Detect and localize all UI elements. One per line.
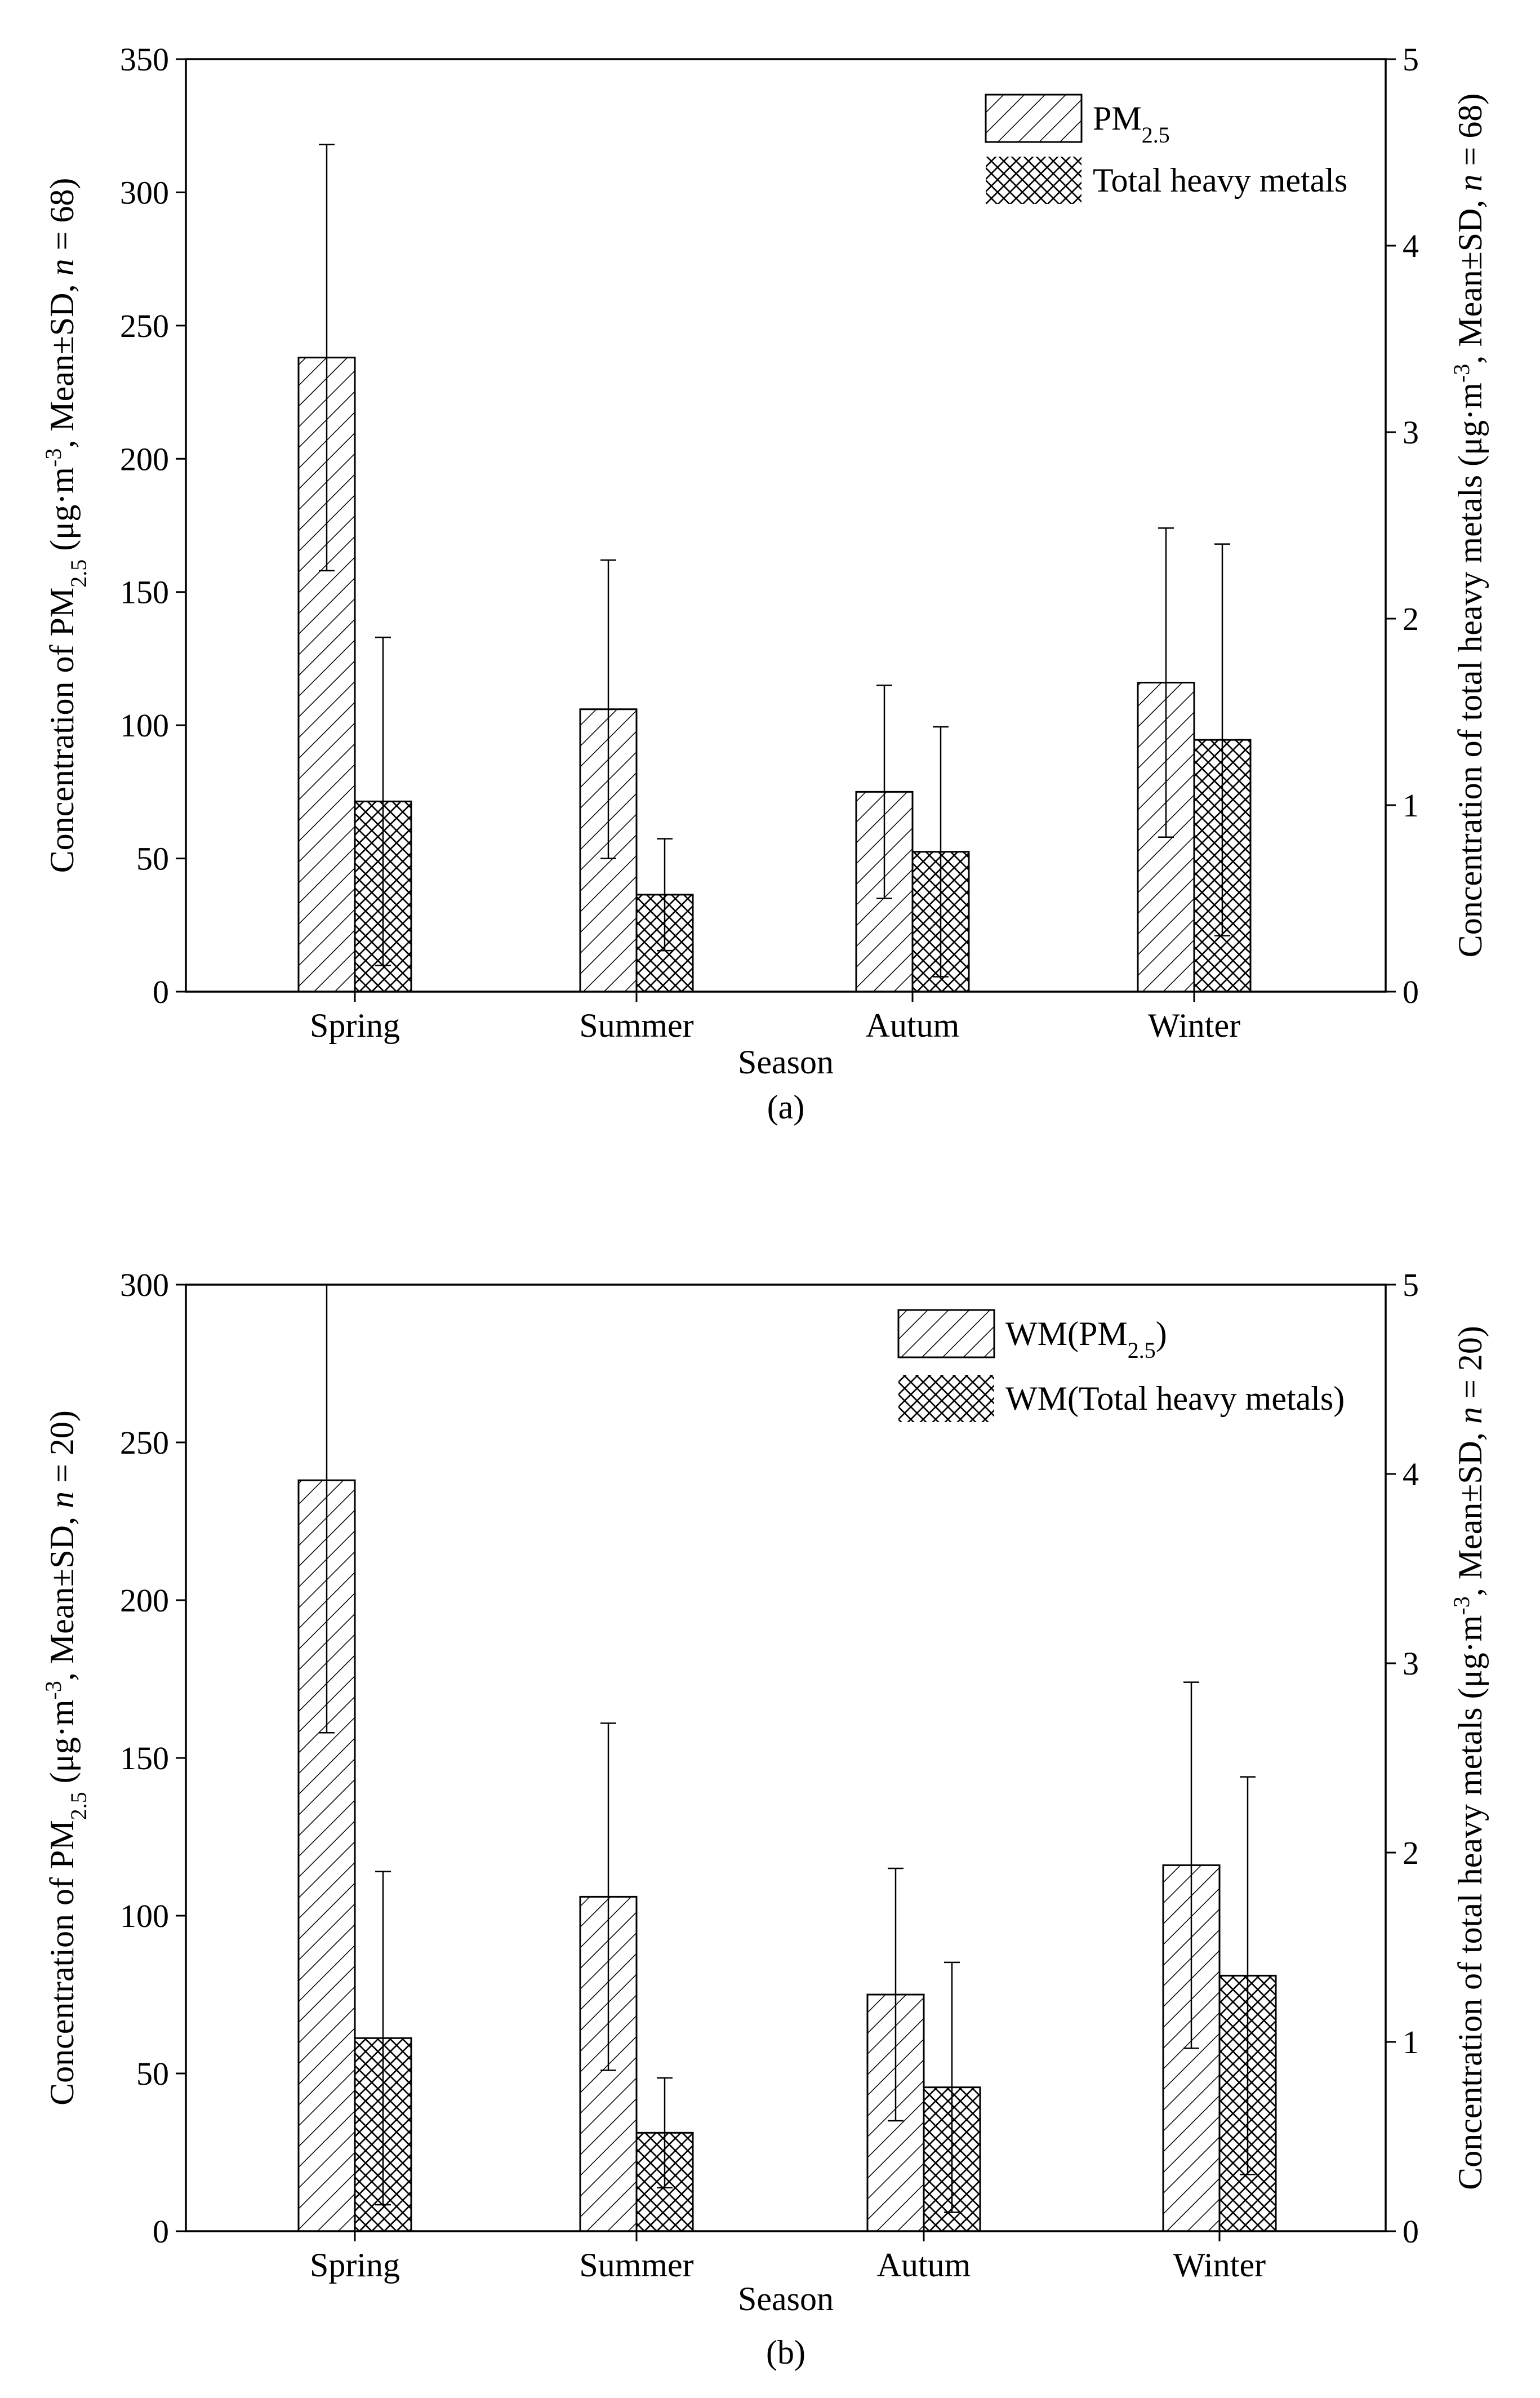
legend-swatch [897, 1309, 995, 1358]
axis-title-text: Concentration of PM [43, 588, 81, 873]
axis-title-n: n [1452, 1407, 1489, 1424]
left-tick-label: 250 [120, 308, 169, 344]
panel-label: (b) [766, 2334, 805, 2371]
legend-label: PM2.5 [1093, 100, 1170, 148]
left-tick-label: 100 [120, 1898, 169, 1934]
axis-title-text: = 68) [1452, 94, 1489, 175]
left-tick-label: 200 [120, 441, 169, 477]
legend-text: ) [1156, 1315, 1167, 1352]
legend-label: Total heavy metals [1093, 162, 1347, 199]
left-tick-label: 100 [120, 707, 169, 744]
axis-title-text: Concentration of total heavy metals (μg·… [1452, 1615, 1489, 2190]
category-label: Spring [310, 2246, 400, 2284]
axis-title-text: , Mean±SD, [43, 1508, 81, 1681]
left-tick-label: 200 [120, 1582, 169, 1619]
left-tick-label: 300 [120, 1267, 169, 1303]
axis-title-sub: 2.5 [66, 1792, 91, 1820]
plot-frame [185, 58, 1387, 993]
legend-label: WM(Total heavy metals) [1005, 1380, 1345, 1417]
right-tick-label: 1 [1403, 787, 1419, 824]
axis-title-text: (μg·m [43, 1699, 81, 1792]
left-tick-label: 150 [120, 574, 169, 611]
axis-title-n: n [43, 1491, 81, 1508]
category-label: Summer [579, 1007, 693, 1044]
axis-title-sup: -3 [1449, 1596, 1474, 1615]
left-tick-label: 0 [153, 2213, 169, 2250]
legend-text: WM(PM [1005, 1315, 1128, 1352]
category-label: Winter [1148, 1007, 1240, 1044]
axis-title-text: = 20) [43, 1410, 81, 1491]
legend-swatch [986, 157, 1081, 204]
legend-sub: 2.5 [1128, 1338, 1156, 1363]
right-tick-label: 5 [1403, 1267, 1419, 1303]
panel-a: 0 50 100 150 200 250 300 350 0 1 2 3 4 5 Spring Summer A… [41, 41, 1489, 1126]
left-tick-label: 250 [120, 1424, 169, 1461]
left-axis-title: Concentration of PM2.5 (μg·m-3, Mean±SD,… [41, 178, 91, 873]
axis-title-text: (μg·m [43, 467, 81, 559]
legend-sub: 2.5 [1142, 122, 1170, 148]
axis-title-sup: -3 [41, 448, 66, 467]
legend-swatch [898, 1375, 994, 1422]
legend-text: WM(Total heavy metals) [1005, 1380, 1345, 1417]
axis-title-text: Concentration of PM [43, 1820, 81, 2106]
left-tick-label: 50 [136, 841, 169, 877]
axis-title-sup: -3 [41, 1681, 66, 1699]
right-tick-label: 5 [1403, 41, 1419, 78]
x-axis-title: Season [738, 2280, 834, 2317]
legend-label: WM(PM2.5) [1005, 1315, 1167, 1363]
left-tick-label: 350 [120, 41, 169, 78]
left-tick-label: 300 [120, 174, 169, 211]
legend-swatch [985, 94, 1083, 143]
right-tick-label: 1 [1403, 2024, 1419, 2060]
right-tick-label: 0 [1403, 2213, 1419, 2250]
category-label: Spring [310, 1007, 400, 1044]
right-tick-label: 0 [1403, 974, 1419, 1010]
legend-text: Total heavy metals [1093, 162, 1347, 199]
right-tick-label: 4 [1403, 228, 1419, 264]
axis-title-n: n [43, 259, 81, 276]
axis-title-text: , Mean±SD, [1452, 192, 1489, 364]
axis-title-text: = 68) [43, 178, 81, 259]
category-label: Autum [877, 2246, 971, 2284]
x-axis-title: Season [738, 1043, 834, 1081]
right-tick-label: 3 [1403, 414, 1419, 451]
axis-title-text: , Mean±SD, [43, 276, 81, 448]
right-axis-title: Concentration of total heavy metals (μg·… [1449, 1326, 1489, 2190]
axis-title-sub: 2.5 [66, 559, 91, 588]
axis-title-sup: -3 [1449, 364, 1474, 383]
category-label: Summer [579, 2246, 693, 2284]
right-tick-label: 2 [1403, 1835, 1419, 1871]
axis-title-text: = 20) [1452, 1326, 1489, 1407]
right-tick-label: 2 [1403, 601, 1419, 637]
category-label: Autum [866, 1007, 960, 1044]
axis-title-text: , Mean±SD, [1452, 1424, 1489, 1596]
right-tick-label: 4 [1403, 1456, 1419, 1493]
axis-title-n: n [1452, 175, 1489, 192]
legend-text: PM [1093, 100, 1142, 137]
left-tick-label: 0 [153, 974, 169, 1010]
right-tick-label: 3 [1403, 1645, 1419, 1682]
left-axis-title: Concentration of PM2.5 (μg·m-3, Mean±SD,… [41, 1410, 91, 2106]
panel-b: 0 50 100 150 200 250 300 0 1 2 3 4 5 Spring Summer Autu… [41, 1267, 1489, 2371]
left-tick-label: 50 [136, 2055, 169, 2092]
left-tick-label: 150 [120, 1740, 169, 1777]
category-label: Winter [1173, 2246, 1266, 2284]
axis-title-text: Concentration of total heavy metals (μg·… [1452, 383, 1489, 957]
panel-label: (a) [767, 1089, 805, 1126]
right-axis-title: Concentration of total heavy metals (μg·… [1449, 94, 1489, 958]
